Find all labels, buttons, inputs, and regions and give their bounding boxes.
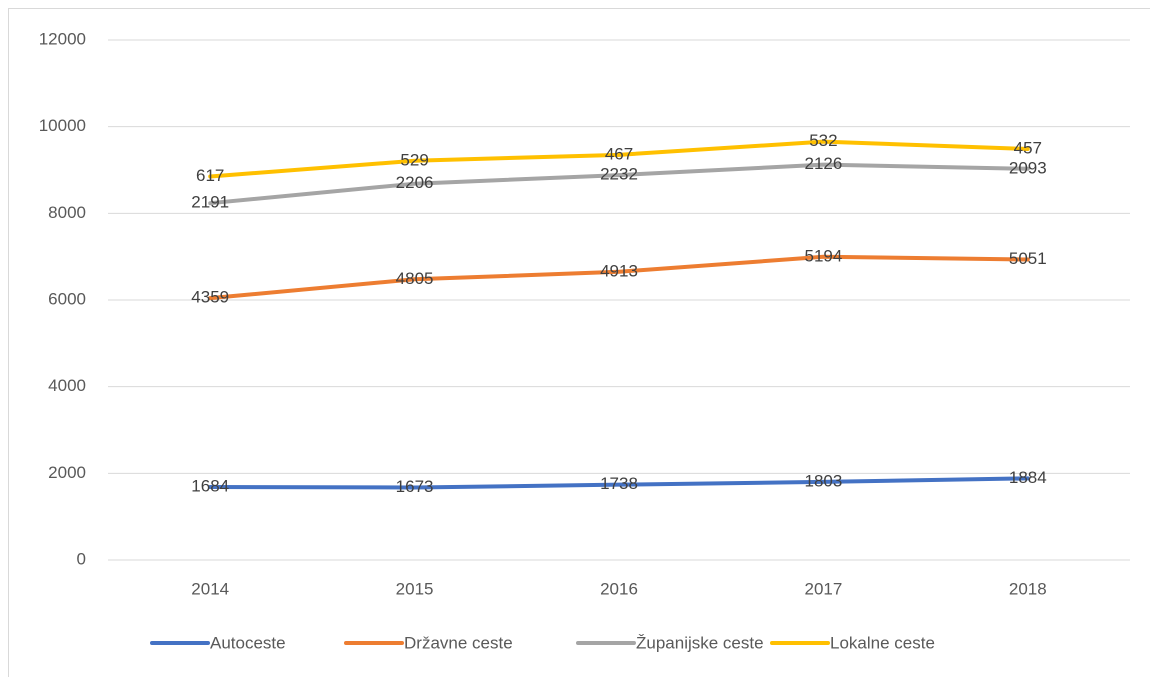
data-label: 5051	[1009, 249, 1047, 268]
y-tick-label: 8000	[48, 203, 86, 222]
data-label: 2232	[600, 165, 638, 184]
y-tick-label: 12000	[39, 29, 86, 48]
data-label: 1673	[396, 477, 434, 496]
data-label: 4805	[396, 269, 434, 288]
series-line	[208, 476, 1030, 490]
series-line	[208, 139, 1030, 179]
data-label: 4913	[600, 261, 638, 280]
y-tick-label: 4000	[48, 376, 86, 395]
chart-border	[8, 8, 1150, 677]
x-tick-label: 2018	[1009, 579, 1047, 598]
x-tick-label: 2015	[396, 579, 434, 598]
data-label: 529	[400, 150, 428, 169]
data-label: 2126	[804, 154, 842, 173]
series-line	[208, 162, 1030, 206]
data-label: 457	[1014, 138, 1042, 157]
y-tick-label: 6000	[48, 289, 86, 308]
data-label: 4359	[191, 288, 229, 307]
y-tick-label: 10000	[39, 116, 86, 135]
data-label: 5194	[804, 246, 842, 265]
data-label: 2093	[1009, 158, 1047, 177]
data-label: 1803	[804, 471, 842, 490]
data-label: 1884	[1009, 468, 1047, 487]
series-line	[208, 254, 1030, 301]
x-tick-label: 2016	[600, 579, 638, 598]
data-label: 1738	[600, 474, 638, 493]
y-tick-label: 2000	[48, 463, 86, 482]
legend-label: Autoceste	[210, 633, 286, 652]
legend-label: Županijske ceste	[636, 633, 764, 652]
data-label: 617	[196, 166, 224, 185]
legend-label: Lokalne ceste	[830, 633, 935, 652]
data-label: 2191	[191, 193, 229, 212]
y-tick-label: 0	[77, 549, 86, 568]
data-label: 2206	[396, 173, 434, 192]
data-label: 467	[605, 144, 633, 163]
data-label: 532	[809, 131, 837, 150]
legend-label: Državne ceste	[404, 633, 513, 652]
x-tick-label: 2014	[191, 579, 229, 598]
x-tick-label: 2017	[804, 579, 842, 598]
data-label: 1684	[191, 477, 229, 496]
